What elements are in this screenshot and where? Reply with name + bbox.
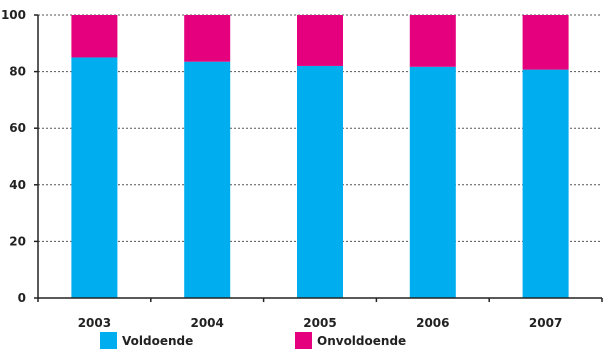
y-tick-label: 80 [9, 65, 26, 79]
legend-swatch [295, 332, 312, 349]
bars-layer [71, 15, 569, 299]
y-tick-labels: 0 20 40 60 80 100 [1, 8, 26, 305]
bar-voldoende-2005 [297, 65, 343, 298]
bar-voldoende-2007 [522, 69, 569, 298]
x-tick-label: 2005 [303, 316, 336, 330]
bar-onvoldoende-2003 [71, 15, 118, 58]
x-tick-labels: 2003 2004 2005 2006 2007 [78, 316, 563, 330]
x-tick-label: 2006 [416, 316, 449, 330]
legend-label: Onvoldoende [317, 334, 406, 348]
grid-layer [38, 14, 602, 242]
y-tick-label: 20 [9, 234, 26, 248]
bar-onvoldoende-2005 [297, 15, 343, 66]
y-tick-label: 0 [18, 291, 26, 305]
bar-voldoende-2004 [184, 61, 231, 298]
bar-voldoende-2003 [71, 57, 118, 299]
bar-onvoldoende-2006 [409, 15, 456, 67]
legend-label: Voldoende [122, 334, 193, 348]
y-tick-label: 60 [9, 121, 26, 135]
bar-voldoende-2006 [409, 66, 456, 298]
x-tick-label: 2004 [190, 316, 223, 330]
legend-item-onvoldoende: Onvoldoende [295, 332, 406, 349]
x-tick-label: 2007 [529, 316, 562, 330]
axis-layer [34, 14, 603, 302]
bar-onvoldoende-2007 [522, 15, 569, 70]
y-tick-label: 40 [9, 178, 26, 192]
legend: Voldoende Onvoldoende [100, 332, 406, 349]
bar-onvoldoende-2004 [184, 15, 231, 62]
x-tick-label: 2003 [78, 316, 111, 330]
legend-item-voldoende: Voldoende [100, 332, 193, 349]
y-tick-label: 100 [1, 8, 26, 22]
legend-swatch [100, 332, 117, 349]
